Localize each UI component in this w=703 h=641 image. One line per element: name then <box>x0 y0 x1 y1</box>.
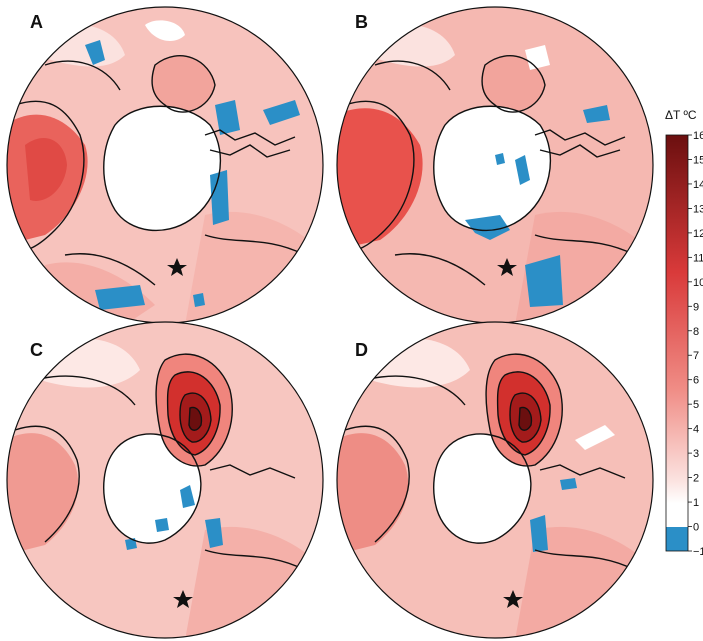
colorbar-tick-label: 14 <box>693 179 703 191</box>
colorbar-tick-label: 15 <box>693 154 703 166</box>
colorbar-tick-label: 1 <box>693 497 699 509</box>
colorbar-tick-label: −1 <box>693 546 703 558</box>
panel-label-a: A <box>30 12 43 32</box>
map-panel-b <box>335 5 655 325</box>
colorbar-tick-label: 9 <box>693 301 699 313</box>
colorbar-tick-label: 3 <box>693 448 699 460</box>
panel-label-c: C <box>30 340 43 360</box>
panel-label-d: D <box>355 340 368 360</box>
colorbar-tick-label: 12 <box>693 228 703 240</box>
colorbar-tick-label: 11 <box>693 252 703 264</box>
panel-label-b: B <box>355 12 368 32</box>
colorbar-tick-label: 0 <box>693 522 699 534</box>
colorbar-tick-label: 5 <box>693 399 699 411</box>
colorbar-tick-label: 4 <box>693 424 699 436</box>
colorbar-tick-label: 16 <box>693 130 703 142</box>
colorbar-tick-label: 6 <box>693 375 699 387</box>
colorbar-tick-label: 7 <box>693 350 699 362</box>
colorbar-tick-label: 10 <box>693 277 703 289</box>
colorbar-tick-label: 8 <box>693 326 699 338</box>
map-panel-c <box>5 320 325 640</box>
colorbar-title: ΔT ºC <box>665 108 697 122</box>
map-panel-d <box>335 320 655 640</box>
colorbar-tick-label: 2 <box>693 473 699 485</box>
colorbar-tick-label: 13 <box>693 203 703 215</box>
map-panel-a <box>5 5 325 325</box>
